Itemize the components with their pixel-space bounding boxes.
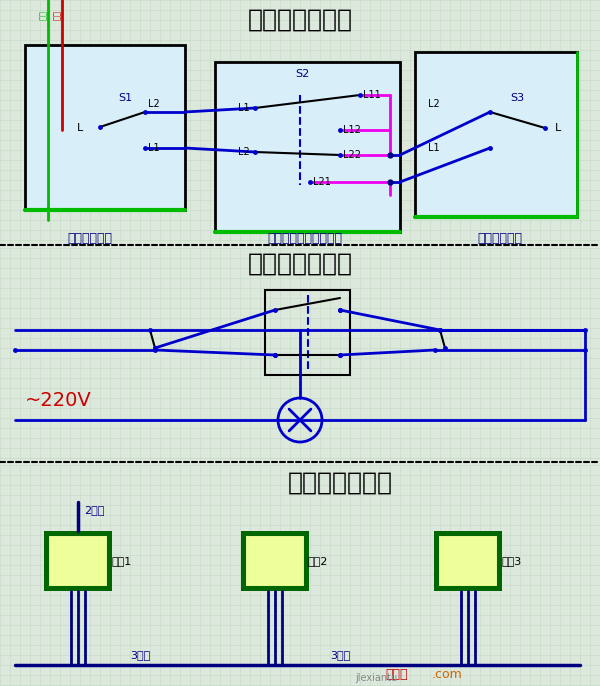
Text: S1: S1 [118,93,132,103]
Text: L21: L21 [313,177,331,187]
Text: L1: L1 [428,143,440,153]
Text: S3: S3 [510,93,524,103]
Bar [44,531,112,591]
Text: 2根线: 2根线 [84,505,104,515]
Text: 3根线: 3根线 [330,650,350,660]
Text: 三控开关原理图: 三控开关原理图 [248,252,353,276]
Text: L11: L11 [363,90,381,100]
Text: L2: L2 [238,147,250,157]
Bar [241,531,309,591]
Text: 接线图: 接线图 [385,668,407,681]
Bar [438,535,498,587]
Text: 三控开关布线图: 三控开关布线图 [287,471,392,495]
Text: L1: L1 [238,103,250,113]
Text: 单开双控开关: 单开双控开关 [478,231,523,244]
Bar [415,52,577,217]
Text: L: L [77,123,83,133]
Text: L1: L1 [148,143,160,153]
Text: L12: L12 [343,125,361,135]
Text: .com: .com [432,668,463,681]
Text: 开关2: 开关2 [308,556,328,566]
Text: 开关3: 开关3 [501,556,521,566]
Text: 3根线: 3根线 [130,650,150,660]
Text: L2: L2 [148,99,160,109]
Text: 单开双控开关: 单开双控开关 [67,231,113,244]
Bar [265,290,350,375]
Text: 相线: 相线 [38,10,47,20]
Text: ~220V: ~220V [25,390,92,410]
Text: 开关1: 开关1 [111,556,131,566]
Bar [245,535,305,587]
Text: 三控开关接线图: 三控开关接线图 [248,8,353,32]
Text: L22: L22 [343,150,361,160]
Bar [215,62,400,232]
Bar [25,45,185,210]
Text: jlexiantu: jlexiantu [355,673,397,683]
Text: S2: S2 [295,69,309,79]
Text: 中途开关（三控开关）: 中途开关（三控开关） [268,231,343,244]
Bar [434,531,502,591]
Text: L2: L2 [428,99,440,109]
Text: 火线: 火线 [53,10,62,20]
Bar [48,535,108,587]
Text: L: L [555,123,561,133]
